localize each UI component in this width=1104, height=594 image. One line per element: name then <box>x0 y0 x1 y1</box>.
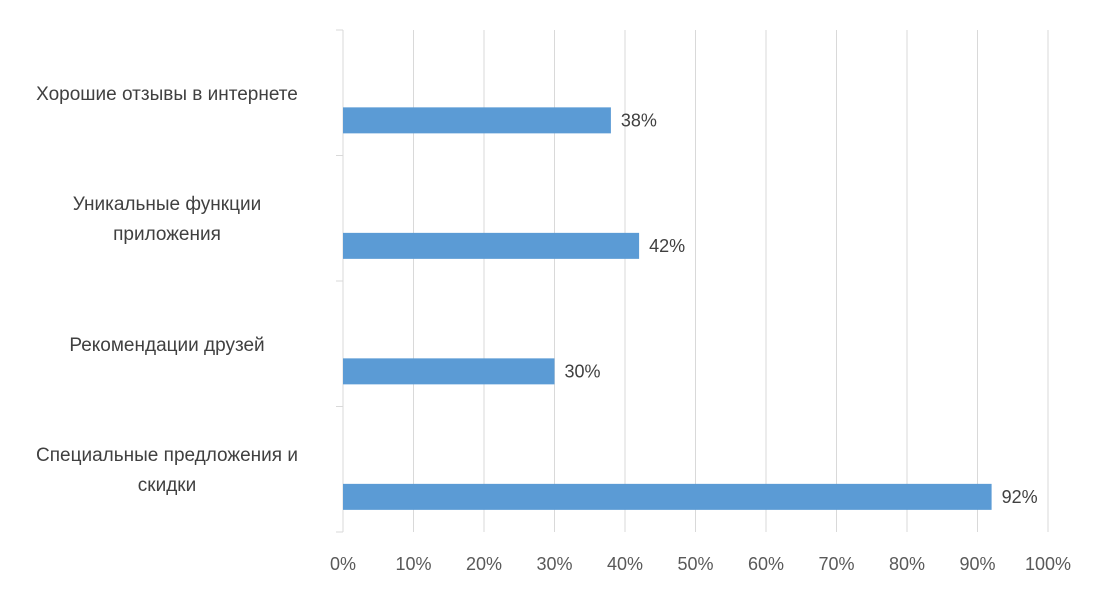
category-label-line: Рекомендации друзей <box>69 334 265 356</box>
bar <box>343 232 640 259</box>
category-label-line: Хорошие отзывы в интернете <box>36 83 298 105</box>
category-axis <box>336 29 344 533</box>
bar <box>343 358 555 385</box>
data-label: 42% <box>649 236 685 256</box>
data-label: 92% <box>1002 487 1038 507</box>
x-tick-label: 0% <box>330 554 356 574</box>
x-tick-label: 90% <box>959 554 995 574</box>
category-label: Уникальные функции приложения <box>12 190 322 250</box>
bars <box>343 107 992 510</box>
category-label: Рекомендации друзей <box>12 331 322 361</box>
x-tick-label: 70% <box>818 554 854 574</box>
category-label-line: скидки <box>137 475 197 497</box>
x-axis-ticks: 0% 10% 20% 30% 40% 50% 60% 70% 80% 90% 100% <box>330 554 1071 574</box>
category-label: Специальные предложения и скидки <box>12 441 322 501</box>
x-tick-label: 40% <box>607 554 643 574</box>
bar <box>343 483 992 510</box>
x-tick-label: 50% <box>677 554 713 574</box>
x-tick-label: 30% <box>536 554 572 574</box>
x-tick-label: 80% <box>889 554 925 574</box>
data-label: 30% <box>565 361 601 381</box>
category-label-line: Уникальные функции <box>72 194 262 216</box>
gridlines <box>413 30 1049 532</box>
x-tick-label: 100% <box>1025 554 1071 574</box>
x-tick-label: 60% <box>748 554 784 574</box>
x-tick-label: 10% <box>395 554 431 574</box>
x-tick-label: 20% <box>466 554 502 574</box>
category-label-line: приложения <box>113 224 221 246</box>
data-labels: 38% 42% 30% 92% <box>565 110 1038 507</box>
category-label-line: Специальные предложения и <box>36 445 298 467</box>
bar <box>343 107 611 134</box>
category-label: Хорошие отзывы в интернете <box>12 80 322 110</box>
data-label: 38% <box>621 110 657 130</box>
